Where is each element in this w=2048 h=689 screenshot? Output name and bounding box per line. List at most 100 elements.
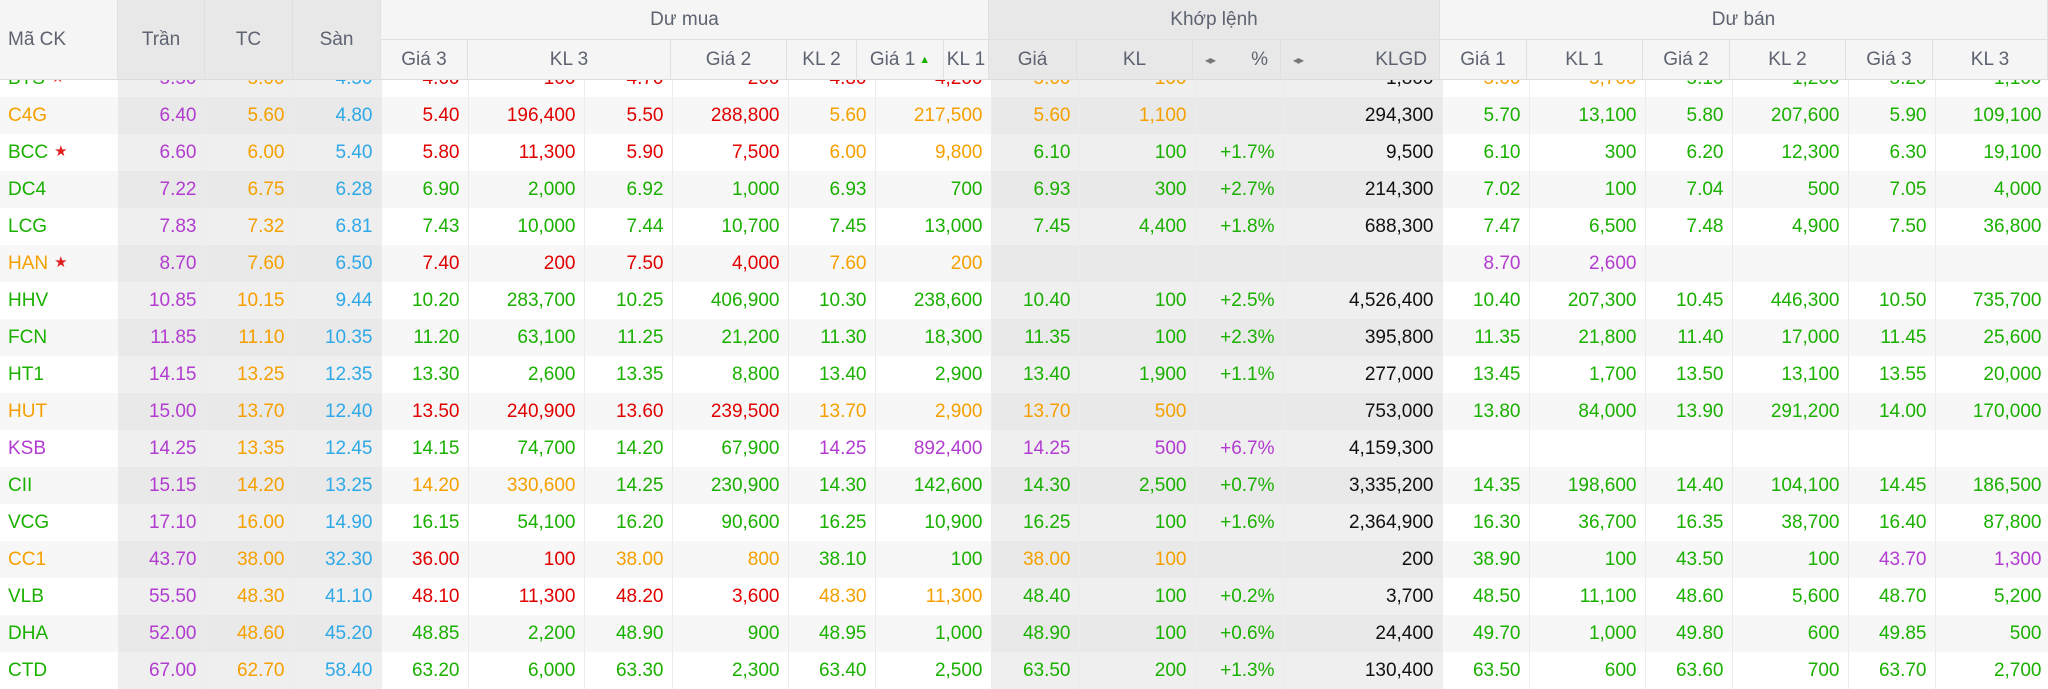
col-bid-price3-header[interactable]: Giá 3 (381, 40, 468, 79)
bid-vol2-cell: 4,000 (672, 245, 789, 282)
bid-price1-cell: 38.10 (788, 541, 876, 578)
star-icon[interactable]: ★ (54, 142, 68, 160)
bid-vol3-cell: 240,900 (468, 393, 585, 430)
table-row[interactable]: LCG 7.83 7.32 6.81 7.43 10,000 7.44 10,700 7.45 1… (0, 208, 2048, 245)
table-row[interactable]: HAN ★ 8.70 7.60 6.50 7.40 200 7.50 4,000 7.60 200 8… (0, 245, 2048, 282)
total-vol-cell: 4,526,400 (1283, 282, 1443, 319)
bid-vol1-cell: 200 (875, 245, 992, 282)
table-row[interactable]: C4G 6.40 5.60 4.80 5.40 196,400 5.50 288,800 5.6… (0, 97, 2048, 134)
col-reference-header[interactable]: TC (205, 0, 293, 79)
ask-price1-cell: 5.70 (1442, 97, 1530, 134)
match-price-cell: 48.40 (991, 578, 1080, 615)
ask-vol1-cell: 2,600 (1529, 245, 1646, 282)
symbol-label: C4G (8, 104, 48, 126)
col-match-vol-header[interactable]: KL (1077, 40, 1193, 79)
col-floor-header[interactable]: Sàn (293, 0, 381, 79)
symbol-cell[interactable]: HT1 (0, 356, 119, 393)
symbol-cell[interactable]: HUT (0, 393, 119, 430)
match-price-cell: 14.30 (991, 467, 1080, 504)
symbol-cell[interactable]: BTS ★ (0, 79, 119, 97)
symbol-cell[interactable]: KSB (0, 430, 119, 467)
ask-price3-cell: 16.40 (1848, 504, 1936, 541)
floor-price-cell: 58.40 (293, 652, 382, 689)
table-row[interactable]: DHA 52.00 48.60 45.20 48.85 2,200 48.90 900 48.9… (0, 615, 2048, 652)
symbol-cell[interactable]: VLB (0, 578, 119, 615)
col-symbol-header[interactable]: Mã CK (0, 0, 118, 79)
col-ask-vol2-header[interactable]: KL 2 (1730, 40, 1846, 79)
col-ask-vol1-header[interactable]: KL 1 (1527, 40, 1643, 79)
col-ask-price3-header[interactable]: Giá 3 (1846, 40, 1933, 79)
symbol-label: CC1 (8, 548, 47, 570)
col-total-vol-header[interactable]: ◂▸ KLGD (1281, 40, 1440, 79)
col-ask-price2-header[interactable]: Giá 2 (1643, 40, 1730, 79)
symbol-cell[interactable]: BCC ★ (0, 134, 119, 171)
bid-vol3-cell: 6,000 (468, 652, 585, 689)
col-bid-vol2-header[interactable]: KL 2 (787, 40, 857, 79)
bid-price2-cell: 6.92 (584, 171, 673, 208)
symbol-cell[interactable]: HAN ★ (0, 245, 119, 282)
bid-price3-cell: 48.85 (381, 615, 469, 652)
price-table-body[interactable]: BTS★5.505.004.504.601004.702004.804,2005… (0, 79, 2048, 689)
ceiling-price-cell: 15.15 (118, 467, 206, 504)
table-row[interactable]: DC4 7.22 6.75 6.28 6.90 2,000 6.92 1,000 6.93 700… (0, 171, 2048, 208)
table-row[interactable]: CTD 67.00 62.70 58.40 63.20 6,000 63.30 2,300 63… (0, 652, 2048, 689)
col-match-price-header[interactable]: Giá (989, 40, 1077, 79)
symbol-cell[interactable]: CC1 (0, 541, 119, 578)
ask-vol1-cell: 207,300 (1529, 282, 1646, 319)
table-row[interactable]: CII 15.15 14.20 13.25 14.20 330,600 14.25 230,9… (0, 467, 2048, 504)
bid-price2-cell: 5.90 (584, 134, 673, 171)
table-row[interactable]: VLB 55.50 48.30 41.10 48.10 11,300 48.20 3,600 4… (0, 578, 2048, 615)
col-change-pct-header[interactable]: ◂▸% (1193, 40, 1281, 79)
reference-price-cell: 5.00 (205, 79, 294, 97)
symbol-cell[interactable]: CII (0, 467, 119, 504)
col-bid-price2-header[interactable]: Giá 2 (671, 40, 787, 79)
symbol-cell[interactable]: HHV (0, 282, 119, 319)
toggle-arrows-icon[interactable]: ◂▸ (1205, 52, 1216, 67)
col-bid-vol1-header[interactable]: KL 1 (944, 40, 989, 79)
ask-vol2-cell: 13,100 (1732, 356, 1849, 393)
bid-vol1-cell: 217,500 (875, 97, 992, 134)
table-row[interactable]: BTS★5.505.004.504.601004.702004.804,2005… (0, 79, 2048, 97)
col-ask-vol3-header[interactable]: KL 3 (1933, 40, 2048, 79)
ask-price1-cell: 8.70 (1442, 245, 1530, 282)
ask-price3-cell: 48.70 (1848, 578, 1936, 615)
total-vol-cell: 753,000 (1283, 393, 1443, 430)
col-bid-vol3-header[interactable]: KL 3 (468, 40, 671, 79)
ceiling-price-cell: 14.25 (118, 430, 206, 467)
symbol-cell[interactable]: FCN (0, 319, 119, 356)
star-icon[interactable]: ★ (54, 253, 68, 271)
col-bid-price1-header[interactable]: Giá 1 ▲ (857, 40, 944, 79)
col-ceiling-header[interactable]: Trần (118, 0, 205, 79)
table-row[interactable]: VCG 17.10 16.00 14.90 16.15 54,100 16.20 90,600… (0, 504, 2048, 541)
match-vol-cell: 100 (1079, 578, 1196, 615)
table-row[interactable]: KSB 14.25 13.35 12.45 14.15 74,700 14.20 67,900… (0, 430, 2048, 467)
match-price-cell: 6.10 (991, 134, 1080, 171)
table-row[interactable]: BCC ★ 6.60 6.00 5.40 5.80 11,300 5.90 7,500 6.00 9… (0, 134, 2048, 171)
table-row[interactable]: HHV 10.85 10.15 9.44 10.20 283,700 10.25 406,90… (0, 282, 2048, 319)
symbol-cell[interactable]: DHA (0, 615, 119, 652)
bid-price1-cell: 13.70 (788, 393, 876, 430)
bid-vol3-cell: 10,000 (468, 208, 585, 245)
table-row[interactable]: HUT 15.00 13.70 12.40 13.50 240,900 13.60 239,5… (0, 393, 2048, 430)
bid-vol1-cell: 1,000 (875, 615, 992, 652)
ceiling-price-cell: 6.60 (118, 134, 206, 171)
symbol-cell[interactable]: CTD (0, 652, 119, 689)
change-pct-cell: +0.2% (1195, 578, 1284, 615)
ceiling-price-cell: 5.50 (118, 79, 206, 97)
ask-vol2-cell: 5,600 (1732, 578, 1849, 615)
table-row[interactable]: CC1 43.70 38.00 32.30 36.00 100 38.00 800 38.10 1… (0, 541, 2048, 578)
star-icon[interactable]: ★ (51, 79, 64, 86)
symbol-cell[interactable]: DC4 (0, 171, 119, 208)
floor-price-cell: 12.35 (293, 356, 382, 393)
symbol-cell[interactable]: C4G (0, 97, 119, 134)
col-ask-price1-header[interactable]: Giá 1 (1440, 40, 1527, 79)
match-price-cell: 63.50 (991, 652, 1080, 689)
table-row[interactable]: HT1 14.15 13.25 12.35 13.30 2,600 13.35 8,800 13… (0, 356, 2048, 393)
floor-price-cell: 13.25 (293, 467, 382, 504)
ask-price1-cell: 13.80 (1442, 393, 1530, 430)
symbol-cell[interactable]: VCG (0, 504, 119, 541)
toggle-arrows-icon[interactable]: ◂▸ (1293, 52, 1304, 67)
match-price-cell: 5.00 (991, 79, 1080, 97)
symbol-cell[interactable]: LCG (0, 208, 119, 245)
table-row[interactable]: FCN 11.85 11.10 10.35 11.20 63,100 11.25 21,200… (0, 319, 2048, 356)
